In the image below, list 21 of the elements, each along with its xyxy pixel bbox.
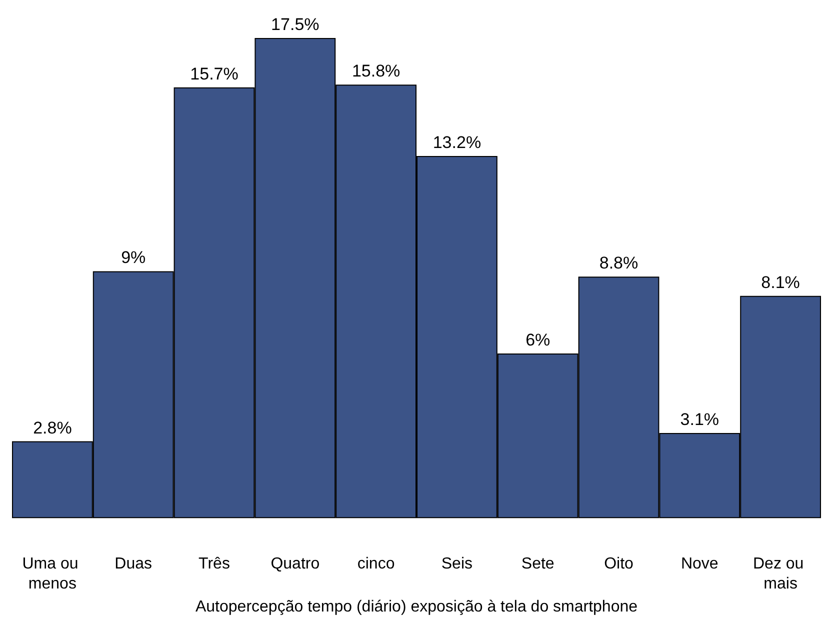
x-tick-label: Dez ou mais [752, 556, 808, 593]
data-label: 15.8% [352, 62, 400, 81]
x-tick-label: Uma ou menos [22, 556, 83, 593]
data-label: 15.7% [190, 64, 238, 84]
x-tick-label: Três [198, 556, 230, 573]
x-tick-label: Duas [114, 556, 152, 573]
x-tick-label: Nove [680, 556, 718, 573]
x-tick-label: Oito [604, 556, 634, 573]
x-tick-label: Quatro [270, 556, 320, 573]
data-label: 3.1% [680, 410, 720, 430]
data-label: 8.8% [599, 254, 638, 273]
x-axis-title: Autopercepção tempo (diário) exposição à tela do smartphone [195, 598, 638, 616]
data-label: 13.2% [432, 132, 482, 152]
data-label: 6% [526, 330, 550, 350]
data-label: 8.1% [761, 272, 800, 292]
data-label: 2.8% [33, 418, 72, 438]
x-tick-label: Sete [521, 556, 554, 573]
data-label: 9% [121, 248, 146, 268]
x-tick-label: cinco [357, 556, 395, 573]
x-tick-label: Seis [441, 556, 473, 573]
data-label: 17.5% [271, 15, 320, 34]
